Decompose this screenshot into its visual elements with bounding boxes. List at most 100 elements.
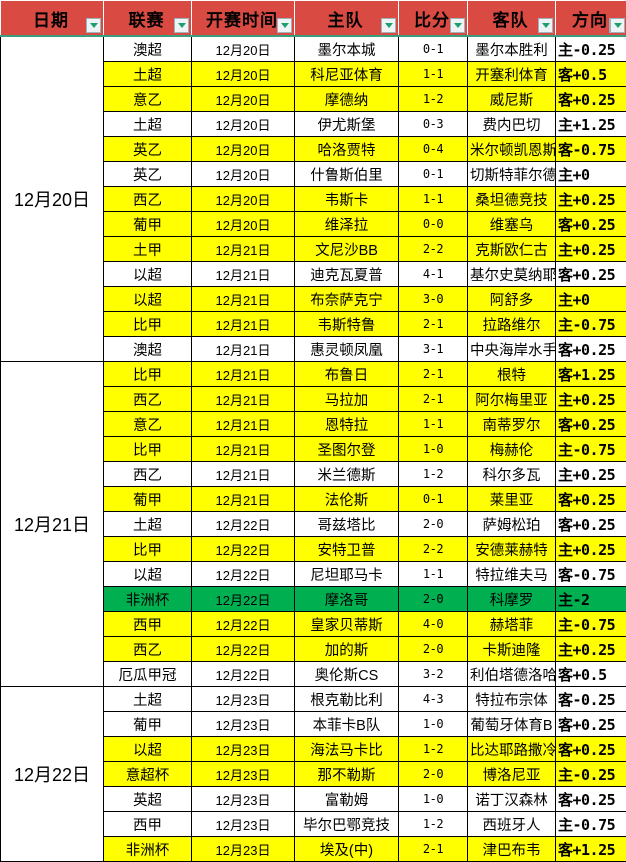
filter-dropdown-icon[interactable] bbox=[86, 18, 101, 33]
kickoff-time-cell: 12月21日 bbox=[192, 362, 295, 387]
away-team-cell: 利伯塔德洛哈 bbox=[468, 662, 556, 687]
chevron-down-icon bbox=[542, 23, 550, 28]
direction-cell: 客+0.25 bbox=[556, 512, 626, 537]
kickoff-time-cell: 12月20日 bbox=[192, 36, 295, 62]
league-cell: 英乙 bbox=[104, 162, 192, 187]
away-team-cell: 威尼斯 bbox=[468, 87, 556, 112]
away-team-cell: 科尔多瓦 bbox=[468, 462, 556, 487]
direction-cell: 主+0.25 bbox=[556, 637, 626, 662]
league-cell: 土超 bbox=[104, 62, 192, 87]
chevron-down-icon bbox=[614, 23, 622, 28]
chevron-down-icon bbox=[90, 23, 98, 28]
kickoff-time-cell: 12月21日 bbox=[192, 237, 295, 262]
home-team-cell: 韦斯卡 bbox=[295, 187, 399, 212]
away-team-cell: 桑坦德竞技 bbox=[468, 187, 556, 212]
score-cell: 2-0 bbox=[399, 512, 468, 537]
league-cell: 西甲 bbox=[104, 612, 192, 637]
score-cell: 1-2 bbox=[399, 87, 468, 112]
home-team-cell: 惠灵顿凤凰 bbox=[295, 337, 399, 362]
direction-cell: 主+0.25 bbox=[556, 462, 626, 487]
direction-cell: 客+0.25 bbox=[556, 487, 626, 512]
score-cell: 3-2 bbox=[399, 662, 468, 687]
home-team-cell: 圣图尔登 bbox=[295, 437, 399, 462]
column-header-away-team[interactable]: 客队 bbox=[468, 1, 556, 37]
league-cell: 土超 bbox=[104, 687, 192, 712]
direction-cell: 主-0.75 bbox=[556, 437, 626, 462]
score-cell: 1-0 bbox=[399, 437, 468, 462]
league-cell: 比甲 bbox=[104, 437, 192, 462]
score-cell: 0-1 bbox=[399, 487, 468, 512]
direction-cell: 主-0.25 bbox=[556, 36, 626, 62]
league-cell: 比甲 bbox=[104, 537, 192, 562]
home-team-cell: 哈洛贾特 bbox=[295, 137, 399, 162]
away-team-cell: 中央海岸水手 bbox=[468, 337, 556, 362]
league-cell: 意乙 bbox=[104, 87, 192, 112]
date-group-cell: 12月20日 bbox=[1, 36, 104, 362]
kickoff-time-cell: 12月20日 bbox=[192, 187, 295, 212]
direction-cell: 客+0.25 bbox=[556, 337, 626, 362]
home-team-cell: 墨尔本城 bbox=[295, 36, 399, 62]
home-team-cell: 尼坦耶马卡 bbox=[295, 562, 399, 587]
away-team-cell: 葡萄牙体育B bbox=[468, 712, 556, 737]
filter-dropdown-icon[interactable] bbox=[538, 18, 553, 33]
league-cell: 意乙 bbox=[104, 412, 192, 437]
direction-cell: 客+0.25 bbox=[556, 737, 626, 762]
score-cell: 2-1 bbox=[399, 387, 468, 412]
league-cell: 意超杯 bbox=[104, 762, 192, 787]
score-cell: 3-0 bbox=[399, 287, 468, 312]
column-header-league[interactable]: 联赛 bbox=[104, 1, 192, 37]
kickoff-time-cell: 12月22日 bbox=[192, 587, 295, 612]
column-header-kickoff-time[interactable]: 开赛时间 bbox=[192, 1, 295, 37]
away-team-cell: 莱里亚 bbox=[468, 487, 556, 512]
kickoff-time-cell: 12月20日 bbox=[192, 162, 295, 187]
league-cell: 以超 bbox=[104, 737, 192, 762]
direction-cell: 客+0.25 bbox=[556, 87, 626, 112]
home-team-cell: 埃及(中) bbox=[295, 837, 399, 862]
score-cell: 0-1 bbox=[399, 162, 468, 187]
column-header-label: 主队 bbox=[328, 6, 366, 31]
kickoff-time-cell: 12月22日 bbox=[192, 562, 295, 587]
filter-dropdown-icon[interactable] bbox=[450, 18, 465, 33]
away-team-cell: 比达耶路撒冷 bbox=[468, 737, 556, 762]
header-row: 日期联赛开赛时间主队比分客队方向结果 bbox=[1, 1, 626, 37]
filter-dropdown-icon[interactable] bbox=[277, 18, 292, 33]
league-cell: 非洲杯 bbox=[104, 587, 192, 612]
filter-dropdown-icon[interactable] bbox=[381, 18, 396, 33]
direction-cell: 主+0 bbox=[556, 287, 626, 312]
column-header-label: 日期 bbox=[33, 6, 71, 31]
direction-cell: 主+0.25 bbox=[556, 237, 626, 262]
home-team-cell: 韦斯特鲁 bbox=[295, 312, 399, 337]
filter-dropdown-icon[interactable] bbox=[174, 18, 189, 33]
chevron-down-icon bbox=[281, 23, 289, 28]
kickoff-time-cell: 12月21日 bbox=[192, 412, 295, 437]
league-cell: 葡甲 bbox=[104, 212, 192, 237]
column-header-score[interactable]: 比分 bbox=[399, 1, 468, 37]
column-header-home-team[interactable]: 主队 bbox=[295, 1, 399, 37]
home-team-cell: 文尼沙BB bbox=[295, 237, 399, 262]
away-team-cell: 萨姆松珀 bbox=[468, 512, 556, 537]
score-cell: 1-2 bbox=[399, 812, 468, 837]
kickoff-time-cell: 12月21日 bbox=[192, 487, 295, 512]
column-header-date[interactable]: 日期 bbox=[1, 1, 104, 37]
score-cell: 1-1 bbox=[399, 412, 468, 437]
league-cell: 以超 bbox=[104, 287, 192, 312]
score-cell: 2-2 bbox=[399, 237, 468, 262]
direction-cell: 主+0.25 bbox=[556, 387, 626, 412]
chevron-down-icon bbox=[385, 23, 393, 28]
column-header-label: 开赛时间 bbox=[206, 6, 280, 31]
score-cell: 1-0 bbox=[399, 787, 468, 812]
filter-dropdown-icon[interactable] bbox=[610, 18, 625, 33]
away-team-cell: 科摩罗 bbox=[468, 587, 556, 612]
home-team-cell: 加的斯 bbox=[295, 637, 399, 662]
direction-cell: 客-0.25 bbox=[556, 687, 626, 712]
league-cell: 西甲 bbox=[104, 812, 192, 837]
score-cell: 4-3 bbox=[399, 687, 468, 712]
league-cell: 英超 bbox=[104, 787, 192, 812]
league-cell: 以超 bbox=[104, 562, 192, 587]
score-cell: 1-2 bbox=[399, 737, 468, 762]
score-cell: 2-0 bbox=[399, 637, 468, 662]
score-cell: 2-1 bbox=[399, 362, 468, 387]
